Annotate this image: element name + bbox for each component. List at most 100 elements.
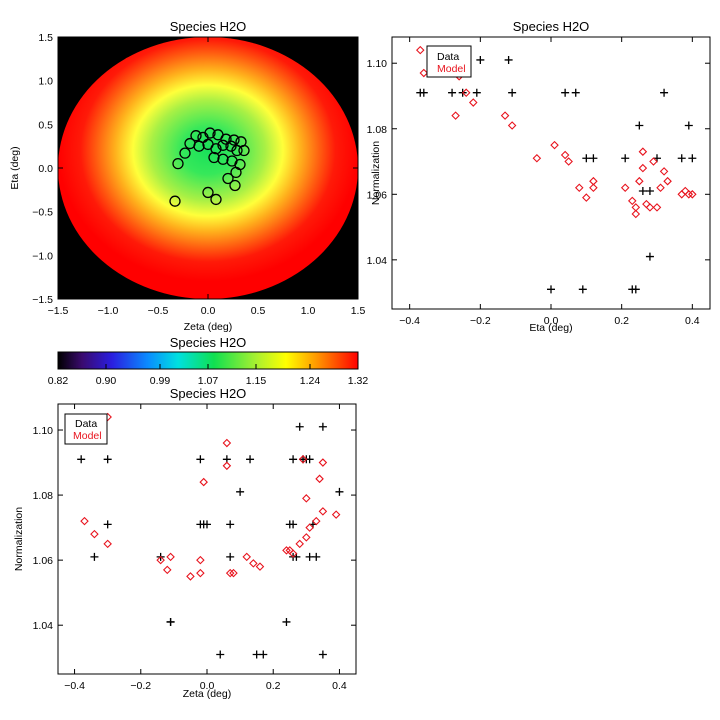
heatmap-circle-marker: [210, 193, 222, 206]
scatter-zeta-model-point: [311, 516, 321, 526]
scatter-zeta-legend: Data Model: [64, 413, 108, 445]
scatter-zeta-model-point: [242, 552, 252, 562]
scatter-zeta-data-point: [282, 617, 291, 626]
scatter-zeta-legend-data: Data: [75, 418, 97, 430]
scatter-eta-model-point: [468, 98, 478, 107]
scatter-zeta-ytick-label: 1.08: [33, 490, 54, 502]
scatter-eta-data-point: [448, 88, 457, 97]
colorbar-tick-label: 1.32: [348, 375, 369, 387]
scatter-zeta-data-point: [196, 455, 205, 464]
scatter-zeta-ylabel: Normalization: [13, 507, 25, 571]
scatter-eta-model-point: [688, 190, 697, 199]
scatter-eta-model-point: [645, 203, 655, 212]
scatter-eta-legend: Data Model: [426, 45, 472, 78]
scatter-zeta-xtick-label: 0.2: [266, 680, 281, 692]
scatter-zeta-model-point: [222, 461, 232, 471]
scatter-eta-data-point: [635, 121, 644, 130]
heatmap-ytick-label: −1.0: [32, 250, 53, 262]
scatter-zeta-model-point: [295, 539, 304, 549]
scatter-eta-model-point: [532, 153, 542, 163]
scatter-eta-xlabel: Eta (deg): [529, 322, 572, 334]
scatter-zeta-xlabel: Zeta (deg): [183, 688, 231, 700]
heatmap-circle-marker: [228, 134, 240, 146]
colorbar-tick-label: 0.90: [96, 375, 117, 387]
heatmap-circle-marker: [217, 139, 229, 151]
scatter-eta-data-point: [684, 121, 693, 130]
scatter-eta-model-point: [638, 147, 648, 156]
scatter-zeta-data-point: [226, 552, 235, 561]
scatter-zeta-model-point: [298, 455, 308, 464]
scatter-zeta-data-point: [295, 422, 304, 431]
scatter-zeta-data-point: [216, 650, 225, 659]
scatter-eta-axes: −0.4 −0.2 0.0 0.2 0.4 1.04 1.06 1.08 1.10: [367, 37, 710, 327]
scatter-eta-xtick-label: −0.2: [470, 315, 491, 327]
scatter-eta-model-point: [638, 163, 648, 173]
scatter-eta-ytick-label: 1.06: [367, 189, 388, 201]
scatter-eta-model-point: [684, 190, 694, 199]
scatter-zeta-marks: [77, 412, 344, 659]
heatmap-xtick-label: 1.5: [351, 305, 366, 317]
scatter-zeta-data-point: [166, 617, 175, 626]
scatter-eta-model-point: [642, 199, 651, 209]
scatter-zeta-model-point: [162, 565, 172, 575]
scatter-zeta-data-point: [318, 422, 327, 431]
scatter-eta-model-point: [451, 111, 460, 120]
scatter-eta-data-point: [547, 285, 555, 294]
scatter-eta-model-point: [419, 68, 429, 78]
scatter-eta-model-point: [631, 209, 641, 219]
heatmap-circle-marker: [222, 172, 234, 185]
scatter-eta-panel: Species H2O −0.4 −0.2 0.0 0.2 0.4 1.04 1.06 1.0…: [367, 19, 711, 334]
heatmap-ytick-label: −0.5: [32, 207, 53, 219]
heatmap-ylabel: Eta (deg): [9, 146, 21, 189]
heatmap-xtick-label: 0.5: [251, 305, 266, 317]
scatter-eta-model-point: [507, 121, 517, 130]
scatter-zeta-data-point: [77, 455, 86, 464]
scatter-zeta-model-point: [90, 529, 99, 539]
scatter-eta-data-point: [660, 88, 669, 97]
heatmap-xtick-label: 1.0: [301, 305, 316, 317]
scatter-zeta-model-point: [302, 533, 311, 542]
scatter-eta-data-point: [578, 285, 587, 294]
scatter-eta-model-point: [589, 183, 598, 193]
scatter-eta-legend-data: Data: [437, 51, 459, 63]
scatter-eta-ylabel: Normalization: [370, 141, 382, 205]
scatter-zeta-model-point: [196, 555, 205, 565]
scatter-eta-model-point: [659, 167, 669, 176]
scatter-zeta-model-point: [302, 494, 311, 503]
scatter-eta-model-point: [649, 157, 658, 166]
scatter-zeta-data-point: [226, 520, 235, 529]
colorbar-tick-label: 1.15: [246, 375, 267, 387]
scatter-zeta-ytick-label: 1.06: [33, 555, 54, 567]
scatter-eta-data-point: [416, 88, 425, 97]
scatter-eta-model-point: [550, 140, 559, 150]
scatter-eta-model-point: [663, 176, 672, 186]
heatmap-ytick-label: −1.5: [32, 294, 53, 306]
scatter-zeta-legend-box: [64, 413, 108, 445]
scatter-eta-xtick-label: −0.4: [399, 315, 420, 327]
scatter-zeta-data-point: [289, 520, 298, 529]
scatter-eta-model-point: [461, 88, 471, 97]
scatter-eta-model-point: [652, 203, 662, 212]
scatter-zeta-data-point: [246, 455, 255, 464]
scatter-zeta-model-point: [103, 539, 112, 549]
heatmap-circle-marker: [202, 186, 214, 199]
heatmap-xlabel: Zeta (deg): [184, 321, 232, 333]
scatter-eta-model-point: [620, 183, 630, 193]
scatter-zeta-model-point: [229, 568, 238, 578]
scatter-zeta-axes: −0.4 −0.2 0.0 0.2 0.4 1.04 1.06 1.08 1.10: [33, 404, 356, 692]
scatter-zeta-ytick-label: 1.10: [33, 425, 54, 437]
heatmap-circle-marker: [179, 147, 191, 159]
heatmap-xtick-label: −1.5: [48, 305, 69, 317]
scatter-zeta-legend-model: Model: [73, 430, 102, 442]
colorbar-tick-label: 1.24: [300, 375, 321, 387]
heatmap-axes: −1.5 −1.0 −0.5 0.0 0.5 1.0 1.5 −1.5 −1.0 −0.5 0.0 0…: [32, 32, 365, 317]
colorbar-title: Species H2O: [170, 335, 247, 350]
scatter-zeta-xtick-label: 0.0: [200, 680, 215, 692]
scatter-eta-model-point: [627, 196, 637, 206]
scatter-eta-model-point: [574, 183, 584, 193]
heatmap-ytick-label: 1.5: [38, 32, 53, 44]
scatter-eta-model-point: [680, 186, 690, 196]
scatter-eta-xtick-label: 0.2: [614, 315, 629, 327]
scatter-eta-data-point: [645, 187, 654, 196]
heatmap-field: [58, 37, 358, 299]
